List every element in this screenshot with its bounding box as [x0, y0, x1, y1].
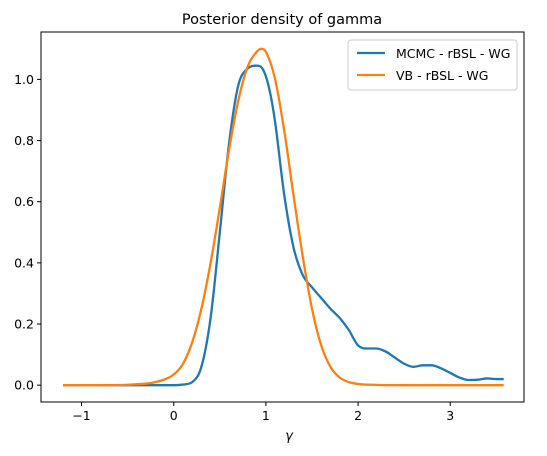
x-axis: −1 0 1 2 3: [72, 402, 454, 423]
series-line-mcmc: [63, 64, 504, 387]
x-tick-label: 3: [446, 408, 454, 423]
chart-title: Posterior density of gamma: [182, 12, 382, 28]
x-tick-label: 2: [354, 408, 362, 423]
x-tick-label: −1: [72, 408, 90, 423]
y-tick-label: 0.4: [14, 255, 34, 270]
plot-frame: [40, 31, 525, 403]
legend-box: [347, 39, 518, 91]
y-tick-label: 0.8: [14, 133, 34, 148]
x-tick-label: 0: [170, 408, 178, 423]
plot-area: [63, 47, 504, 387]
x-tick-label: 1: [262, 408, 270, 423]
y-tick-label: 0.2: [14, 317, 34, 332]
y-axis: 0.0 0.2 0.4 0.6 0.8 1.0: [14, 72, 41, 393]
y-tick-label: 0.0: [14, 378, 34, 393]
y-tick-label: 0.6: [14, 194, 34, 209]
x-axis-label: γ: [285, 429, 294, 444]
legend-label-vb: VB - rBSL - WG: [396, 68, 488, 83]
legend: MCMC - rBSL - WG VB - rBSL - WG: [347, 39, 518, 91]
y-tick-label: 1.0: [14, 72, 34, 87]
series-line-vb: [63, 47, 504, 387]
legend-label-mcmc: MCMC - rBSL - WG: [396, 46, 510, 61]
